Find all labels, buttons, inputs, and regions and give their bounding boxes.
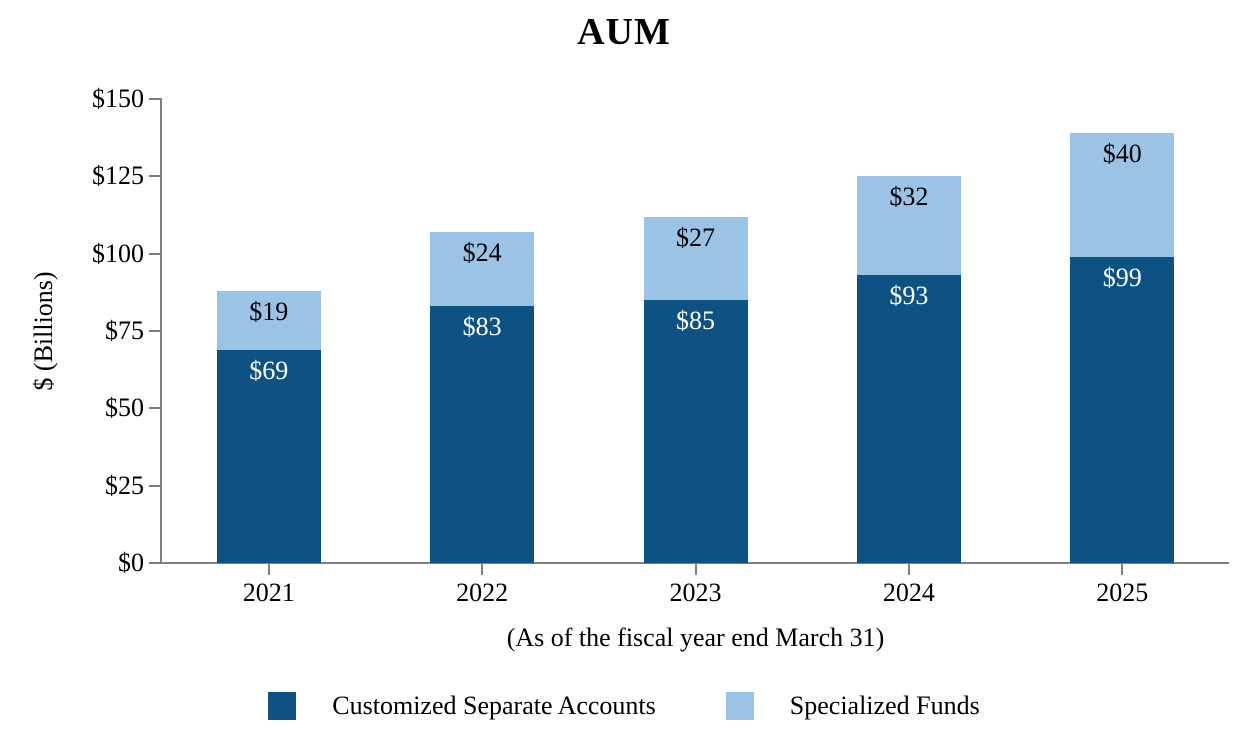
bar-segment-specialized-funds: $19 [216, 290, 321, 350]
chart-title: AUM [577, 11, 671, 53]
y-tick-mark [149, 407, 160, 410]
bar-value-label: $83 [462, 312, 502, 342]
y-tick-label: $0 [118, 548, 144, 577]
bar-value-label: $27 [676, 222, 715, 252]
x-tick-label: 2025 [1096, 578, 1149, 607]
legend-item: Specialized Funds [725, 691, 980, 721]
y-tick-mark [149, 484, 160, 487]
y-tick-mark [149, 252, 160, 255]
bar-segment-specialized-funds: $24 [430, 232, 535, 307]
bar-value-label: $32 [889, 182, 929, 212]
bar-segment-customized-separate-accounts: $69 [216, 349, 321, 563]
bar-segment-customized-separate-accounts: $85 [643, 300, 748, 563]
bar-value-label: $69 [249, 355, 289, 385]
y-tick-mark [149, 562, 160, 564]
x-tick-mark [1121, 563, 1124, 575]
legend-label: Customized Separate Accounts [332, 691, 656, 720]
legend-label: Specialized Funds [789, 691, 980, 720]
bar-segment-specialized-funds: $40 [1070, 133, 1175, 257]
bar-value-label: $40 [1102, 139, 1142, 169]
bar-value-label: $24 [462, 238, 502, 267]
x-tick-mark [694, 563, 697, 575]
bar-value-label: $93 [889, 281, 929, 311]
legend-swatch-customized-separate-accounts [268, 692, 297, 720]
bar-segment-specialized-funds: $32 [856, 176, 961, 276]
y-tick-label: $50 [105, 393, 144, 423]
legend: Customized Separate Accounts Specialized … [0, 691, 1248, 721]
legend-item: Customized Separate Accounts [268, 691, 656, 721]
x-tick-mark [267, 563, 270, 575]
y-axis-line [160, 98, 162, 564]
y-tick-label: $150 [92, 84, 144, 113]
x-axis-caption: (As of the fiscal year end March 31) [506, 623, 885, 652]
bar-value-label: $99 [1102, 262, 1142, 292]
bar-segment-specialized-funds: $27 [643, 216, 748, 301]
y-tick-label: $125 [92, 161, 144, 191]
y-tick-label: $75 [105, 316, 144, 345]
bar-segment-customized-separate-accounts: $83 [430, 306, 535, 563]
bar-segment-customized-separate-accounts: $99 [1070, 256, 1175, 563]
x-tick-label: 2021 [242, 578, 295, 607]
x-tick-label: 2024 [882, 578, 935, 607]
x-tick-mark [907, 563, 910, 575]
bar-value-label: $19 [249, 296, 289, 326]
bar-segment-customized-separate-accounts: $93 [856, 275, 961, 563]
y-tick-mark [149, 330, 160, 332]
y-tick-label: $100 [92, 238, 144, 268]
x-tick-mark [481, 563, 484, 575]
legend-swatch-specialized-funds [725, 692, 754, 720]
y-tick-mark [149, 98, 160, 100]
y-tick-label: $25 [105, 470, 144, 500]
x-tick-label: 2023 [669, 578, 722, 607]
x-tick-label: 2022 [456, 578, 509, 607]
bar-value-label: $85 [676, 306, 715, 336]
y-tick-mark [149, 175, 160, 178]
